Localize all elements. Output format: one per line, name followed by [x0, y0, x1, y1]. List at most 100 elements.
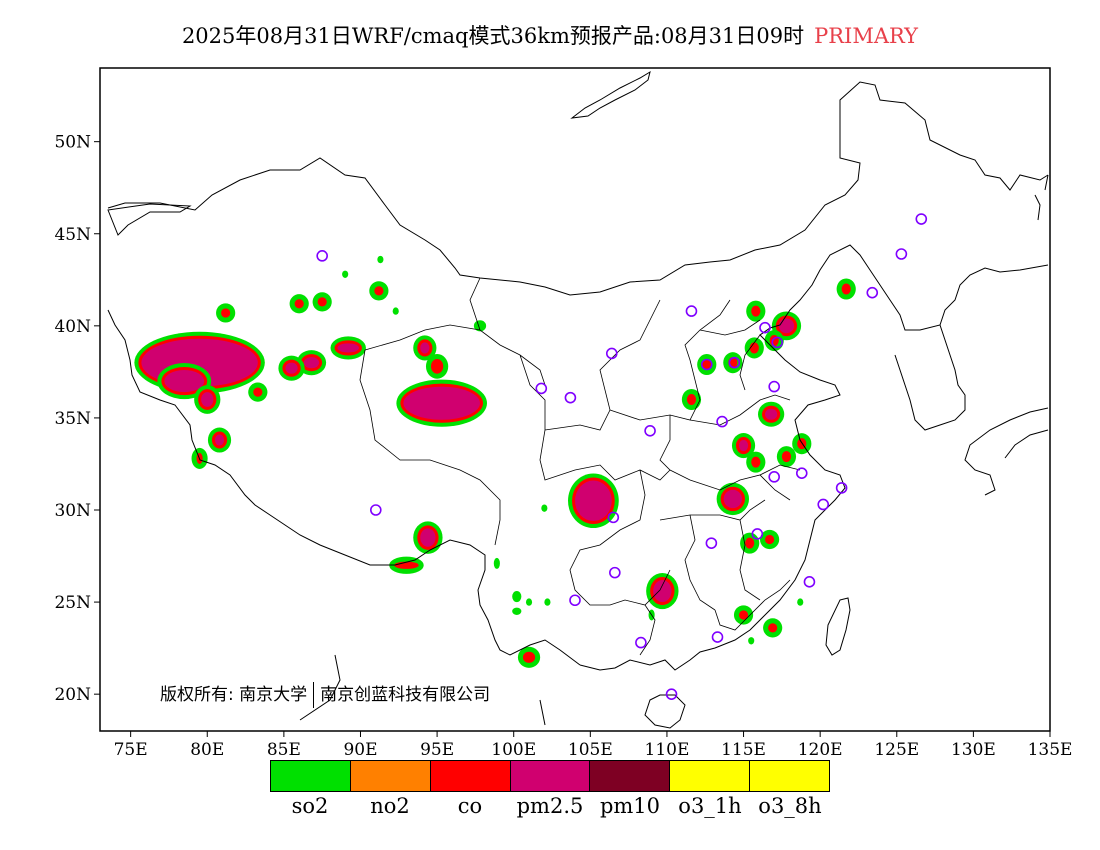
- o3-station-ring: [316, 250, 328, 262]
- region-fill: [317, 297, 327, 307]
- title-primary-tag: PRIMARY: [814, 24, 919, 48]
- region-fill: [512, 591, 522, 603]
- copyright-notice: 版权所有: 南京大学 南京创蓝科技有限公司: [160, 680, 490, 708]
- region-fill: [797, 598, 804, 606]
- o3-station-ring: [564, 391, 577, 404]
- province-lines: [359, 277, 801, 656]
- lon-tick-label: 80E: [190, 740, 224, 760]
- lon-tick-label: 100E: [491, 740, 536, 760]
- pollutant-region-so2: [493, 557, 500, 569]
- lon-tick-label: 90E: [343, 740, 377, 760]
- o3-ring-layer: [316, 213, 928, 700]
- pollutant-region-so2: [544, 598, 551, 606]
- o3-station-ring: [835, 482, 848, 494]
- o3-station-ring: [635, 636, 647, 649]
- region-fill: [778, 318, 795, 334]
- lon-tick-label: 105E: [568, 740, 613, 760]
- map-title: 2025年08月31日WRF/cmaq模式36km预报产品:08月31日09时 P…: [0, 20, 1100, 50]
- pollutant-region-co: [746, 300, 766, 322]
- pollutant-region-pm25: [758, 401, 785, 427]
- pollutant-region-so2: [512, 591, 522, 603]
- o3-station-ring: [768, 380, 780, 393]
- region-fill: [253, 387, 263, 397]
- balkhash-lake: [107, 203, 192, 236]
- pollutant-region-co: [681, 388, 702, 411]
- legend-labels: so2 no2 co pm2.5 pm10 o3_1h o3_8h: [270, 794, 830, 818]
- copyright-holder-2: 南京创蓝科技有限公司: [320, 685, 491, 705]
- region-fill: [751, 456, 761, 468]
- pollutant-region-pm25: [413, 335, 437, 361]
- o3-station-ring: [644, 425, 656, 437]
- region-fill: [738, 440, 749, 452]
- o3-station-ring: [700, 358, 713, 371]
- region-fill: [201, 392, 214, 407]
- o3-station-ring: [795, 467, 808, 479]
- region-fill: [781, 451, 792, 463]
- lat-tick-label: 25N: [54, 593, 91, 613]
- pollutant-region-co: [697, 353, 717, 376]
- pollutant-region-pm25: [278, 355, 305, 381]
- pollutant-region-co: [760, 529, 780, 550]
- taiwan-island: [825, 597, 851, 656]
- region-fill: [303, 357, 320, 369]
- legend-label: o3_1h: [678, 794, 742, 818]
- pollutant-region-co: [744, 337, 764, 359]
- pollutant-region-pm25: [207, 427, 232, 453]
- pollutant-region-so2: [748, 637, 755, 645]
- japan-coast: [964, 407, 1049, 496]
- lon-tick-label: 115E: [721, 740, 766, 760]
- region-fill: [765, 534, 775, 545]
- pollutant-region-co: [792, 433, 812, 455]
- region-fill: [522, 651, 536, 663]
- region-fill: [841, 283, 851, 295]
- legend-label: so2: [291, 794, 329, 818]
- map-content: [107, 70, 1049, 729]
- legend-label: pm2.5: [516, 794, 584, 818]
- lon-tick-label: 75E: [114, 740, 148, 760]
- legend-swatch: [430, 761, 511, 791]
- legend-swatch: [510, 761, 591, 791]
- o3-station-ring: [728, 356, 741, 369]
- region-fill: [294, 299, 304, 309]
- pollutant-region-co: [733, 605, 754, 625]
- region-fill: [394, 561, 419, 569]
- lon-tick-label: 125E: [874, 740, 919, 760]
- legend-swatch: [750, 761, 830, 791]
- region-fill: [420, 528, 436, 547]
- o3-station-ring: [768, 471, 780, 483]
- pollutant-region-layer: [134, 255, 856, 668]
- legend-label: co: [457, 794, 483, 818]
- region-fill: [337, 343, 359, 353]
- china-outline-east: [579, 244, 1049, 671]
- lake-baikal: [570, 70, 651, 119]
- o3-station-ring: [895, 248, 908, 260]
- pollutant-region-so2: [525, 598, 533, 606]
- legend-label: no2: [370, 794, 410, 818]
- region-fill: [751, 305, 761, 317]
- pollutant-region-so2: [541, 504, 548, 512]
- lat-tick-label: 40N: [54, 317, 91, 337]
- o3-station-ring: [685, 305, 698, 317]
- pollutant-region-so2: [512, 607, 522, 615]
- region-fill: [164, 370, 205, 393]
- region-fill: [738, 610, 749, 620]
- region-fill: [374, 286, 384, 296]
- region-fill: [748, 637, 755, 645]
- region-fill: [544, 598, 551, 606]
- region-fill: [420, 342, 430, 354]
- lat-tick-label: 20N: [54, 685, 91, 705]
- pollutant-region-co: [312, 292, 332, 312]
- legend-swatch: [590, 761, 671, 791]
- region-fill: [512, 607, 522, 615]
- region-fill: [493, 557, 500, 569]
- pollutant-region-co: [836, 278, 856, 300]
- pollutant-region-co: [216, 303, 236, 323]
- hainan-island: [644, 694, 686, 729]
- legend-swatch: [350, 761, 431, 791]
- pollutant-region-pm25: [330, 336, 366, 360]
- lat-tick-label: 30N: [54, 501, 91, 521]
- pollutant-region-so2: [797, 598, 804, 606]
- lon-tick-label: 120E: [798, 740, 843, 760]
- region-fill: [214, 434, 225, 446]
- o3-station-ring: [711, 631, 724, 643]
